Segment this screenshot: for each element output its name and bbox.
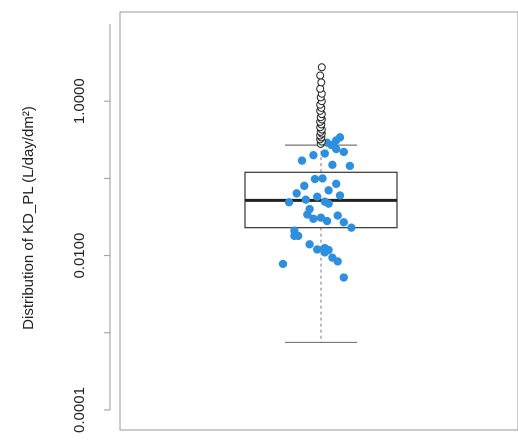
y-tick-label: 0.0001 — [71, 387, 88, 433]
data-point — [335, 191, 345, 200]
plot-elements — [244, 63, 398, 344]
y-tick-label: 0.0100 — [71, 233, 88, 279]
data-point — [345, 161, 355, 171]
y-axis: 0.0001 0.0100 1.0000 — [71, 24, 111, 433]
plot-frame — [119, 11, 518, 431]
y-tick-label: 1.0000 — [71, 78, 88, 124]
data-point — [305, 204, 314, 214]
data-point — [322, 216, 332, 226]
data-point — [290, 231, 299, 241]
data-point — [318, 174, 327, 183]
data-point — [313, 245, 322, 254]
data-point — [301, 195, 310, 204]
data-point — [320, 149, 329, 158]
data-point — [324, 186, 333, 195]
data-point — [309, 214, 318, 223]
outlier-point — [316, 84, 325, 93]
outlier-point — [317, 63, 326, 72]
data-point — [297, 156, 307, 165]
data-point — [333, 211, 342, 220]
data-point — [310, 174, 320, 184]
data-point — [324, 199, 333, 208]
outlier-point — [316, 71, 325, 80]
data-point — [320, 248, 329, 257]
data-point — [284, 198, 294, 207]
data-point — [333, 257, 342, 266]
y-axis-label: Distribution of KD_PL (L/day/dm²) — [20, 106, 37, 330]
data-point — [347, 223, 356, 232]
data-point — [292, 189, 301, 198]
data-point — [332, 179, 341, 189]
outlier-point — [317, 78, 326, 87]
data-point — [305, 240, 314, 249]
data-point — [309, 150, 318, 160]
data-point — [339, 218, 348, 227]
data-point — [339, 273, 348, 282]
data-point — [335, 133, 345, 142]
data-point — [300, 181, 309, 191]
data-point — [278, 259, 288, 269]
data-point — [339, 147, 348, 157]
data-point — [313, 192, 322, 201]
data-point — [328, 160, 337, 170]
